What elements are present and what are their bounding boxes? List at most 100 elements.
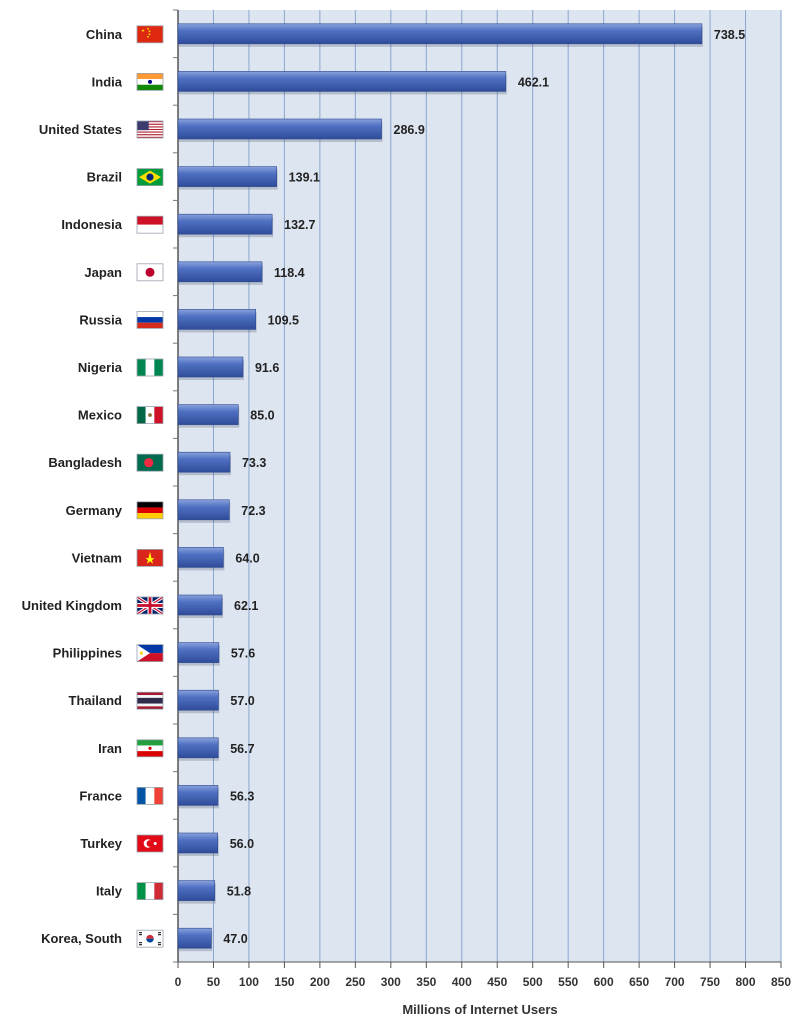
bangladesh-flag-icon	[136, 453, 164, 472]
bar-turkey[interactable]	[177, 832, 219, 854]
value-label: 132.7	[284, 218, 315, 232]
x-tick-label: 850	[771, 975, 791, 989]
category-label: Russia	[79, 312, 122, 327]
category-label: China	[86, 27, 123, 42]
russia-flag-icon	[136, 310, 164, 329]
value-label: 286.9	[394, 123, 425, 137]
united-states-flag-icon	[136, 120, 164, 139]
category-label: United States	[39, 122, 122, 137]
turkey-flag-icon	[136, 834, 164, 853]
x-tick-label: 100	[239, 975, 259, 989]
japan-flag-icon	[136, 263, 164, 282]
bar-thailand[interactable]	[177, 689, 219, 711]
united-kingdom-flag-icon	[136, 595, 164, 616]
category-label: Thailand	[69, 693, 123, 708]
value-label: 56.3	[230, 789, 254, 803]
x-tick-label: 800	[736, 975, 756, 989]
bar-japan[interactable]	[177, 261, 263, 283]
bar-germany[interactable]	[177, 499, 230, 521]
value-label: 47.0	[223, 932, 247, 946]
bar-indonesia[interactable]	[177, 213, 273, 235]
bar-france[interactable]	[177, 785, 219, 806]
mexico-flag-icon	[136, 406, 164, 425]
philippines-flag-icon	[136, 644, 164, 662]
category-label: United Kingdom	[22, 598, 122, 613]
category-label: Philippines	[53, 646, 122, 661]
iran-flag-icon	[136, 739, 164, 758]
x-tick-label: 300	[381, 975, 401, 989]
x-axis-title: Millions of Internet Users	[402, 1002, 557, 1017]
italy-flag-icon	[136, 882, 164, 900]
value-label: 72.3	[241, 504, 265, 518]
x-tick-label: 150	[274, 975, 294, 989]
value-label: 118.4	[274, 266, 305, 280]
category-label: Brazil	[87, 170, 122, 185]
india-flag-icon	[136, 73, 164, 91]
bar-korea-south[interactable]	[177, 927, 212, 949]
value-label: 56.7	[230, 742, 254, 756]
category-label: India	[92, 74, 123, 89]
brazil-flag-icon	[136, 168, 164, 187]
category-label: Bangladesh	[48, 455, 122, 470]
category-label: Vietnam	[72, 550, 122, 565]
bar-united-states[interactable]	[177, 118, 382, 140]
value-label: 139.1	[289, 171, 320, 185]
x-tick-label: 500	[523, 975, 543, 989]
x-tick-label: 700	[665, 975, 685, 989]
china-flag-icon	[136, 25, 164, 44]
value-label: 462.1	[518, 75, 549, 89]
bar-italy[interactable]	[177, 880, 216, 901]
korea-south-flag-icon	[136, 929, 164, 948]
value-label: 73.3	[242, 456, 266, 470]
value-label: 62.1	[234, 599, 258, 613]
category-label: Japan	[84, 265, 122, 280]
value-label: 51.8	[227, 885, 251, 899]
category-label: Iran	[98, 741, 122, 756]
category-label: Indonesia	[61, 217, 122, 232]
bar-bangladesh[interactable]	[177, 451, 231, 473]
plot-background	[178, 10, 781, 962]
france-flag-icon	[136, 787, 164, 805]
category-label: Turkey	[80, 836, 122, 851]
nigeria-flag-icon	[136, 358, 164, 377]
bar-india[interactable]	[177, 71, 507, 92]
category-label: France	[79, 788, 122, 803]
x-tick-label: 400	[452, 975, 472, 989]
x-tick-label: 0	[175, 975, 182, 989]
bar-iran[interactable]	[177, 737, 219, 759]
bar-mexico[interactable]	[177, 404, 239, 425]
x-tick-label: 250	[345, 975, 365, 989]
category-label: Nigeria	[78, 360, 123, 375]
x-tick-label: 200	[310, 975, 330, 989]
x-tick-label: 600	[594, 975, 614, 989]
value-label: 57.0	[230, 694, 254, 708]
bar-brazil[interactable]	[177, 166, 277, 187]
bar-russia[interactable]	[177, 309, 256, 330]
vietnam-flag-icon	[136, 549, 164, 567]
indonesia-flag-icon	[136, 215, 164, 234]
bar-philippines[interactable]	[177, 642, 220, 663]
value-label: 91.6	[255, 361, 279, 375]
x-tick-label: 750	[700, 975, 720, 989]
category-label: Mexico	[78, 408, 122, 423]
bar-nigeria[interactable]	[177, 356, 244, 378]
value-label: 738.5	[714, 28, 745, 42]
thailand-flag-icon	[136, 691, 164, 710]
category-label: Korea, South	[41, 931, 122, 946]
x-tick-label: 350	[416, 975, 436, 989]
bar-vietnam[interactable]	[177, 547, 224, 568]
germany-flag-icon	[136, 501, 164, 520]
x-tick-label: 650	[629, 975, 649, 989]
value-label: 109.5	[268, 313, 299, 327]
x-tick-label: 550	[558, 975, 578, 989]
x-tick-label: 50	[207, 975, 221, 989]
category-label: Germany	[66, 503, 123, 518]
bar-united-kingdom[interactable]	[177, 594, 223, 616]
value-label: 85.0	[250, 409, 274, 423]
value-label: 64.0	[235, 551, 259, 565]
bar-china[interactable]	[177, 23, 703, 45]
value-label: 56.0	[230, 837, 254, 851]
value-label: 57.6	[231, 647, 255, 661]
